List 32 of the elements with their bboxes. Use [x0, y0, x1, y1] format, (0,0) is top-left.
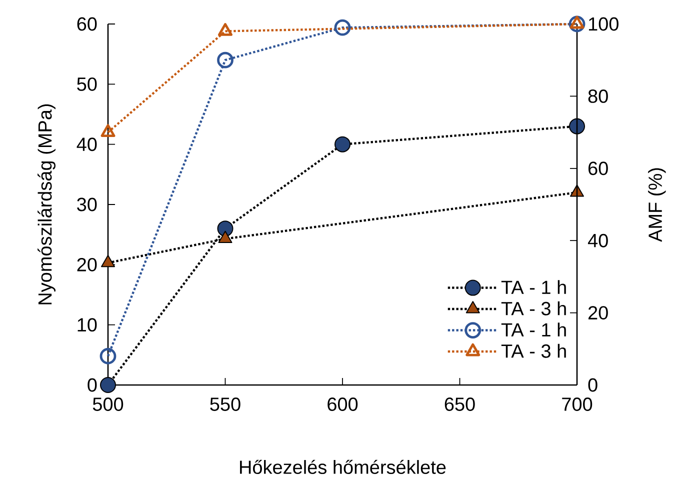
- point: [217, 52, 234, 68]
- y-tick-label: 60: [77, 17, 97, 31]
- y2-tick-label: 40: [588, 234, 608, 248]
- point: [570, 16, 584, 29]
- x-tick-label: 500: [92, 398, 124, 411]
- y-tick-label: 50: [77, 77, 97, 91]
- x-axis-title: Hőkezelés hőmérséklete: [240, 460, 446, 474]
- legend-label: TA - 3 h: [501, 344, 566, 358]
- point: [568, 16, 586, 32]
- legend-label: TA - 1 h: [501, 280, 566, 294]
- y2-axis-title: AMF (%): [648, 168, 666, 242]
- y-tick-label: 0: [88, 378, 97, 392]
- y2-tick-label: 20: [588, 306, 608, 320]
- x-tick-label: 550: [210, 398, 240, 411]
- point: [100, 348, 116, 364]
- y-tick-label: 40: [76, 138, 97, 152]
- y-tick-label: 20: [77, 258, 97, 272]
- y2-tick-label: 100: [588, 17, 618, 31]
- y-tick-label: 10: [78, 318, 97, 332]
- y2-tick-label: 0: [588, 378, 598, 392]
- point: [334, 19, 351, 36]
- point: [218, 23, 233, 36]
- y-tick-label: 30: [77, 198, 97, 212]
- legend-label: TA - 1 h: [501, 322, 566, 336]
- y2-tick-label: 60: [588, 162, 608, 176]
- y-axis-title: Nyomószilárdság (MPa): [38, 104, 56, 304]
- x-tick-label: 700: [562, 398, 592, 411]
- legend-label: TA - 3 h: [501, 301, 566, 316]
- x-tick-label: 600: [328, 398, 358, 411]
- point: [100, 124, 116, 137]
- y2-tick-label: 80: [588, 89, 608, 103]
- x-tick-label: 650: [444, 398, 475, 411]
